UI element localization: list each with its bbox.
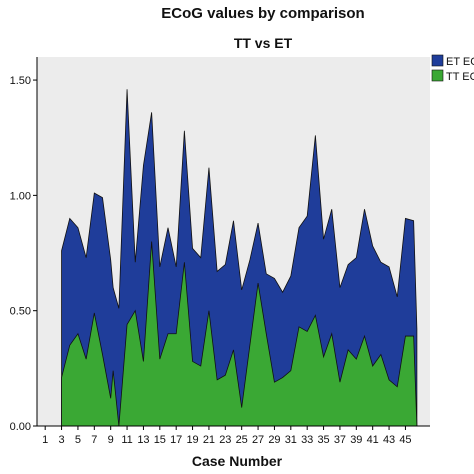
legend-swatch (431, 54, 444, 67)
x-axis-label: Case Number (192, 453, 283, 469)
x-tick-label: 5 (75, 434, 81, 446)
x-tick-label: 43 (383, 434, 395, 446)
x-tick-label: 7 (91, 434, 97, 446)
x-tick-label: 3 (59, 434, 65, 446)
chart-subtitle: TT vs ET (234, 35, 293, 51)
x-tick-label: 27 (252, 434, 264, 446)
x-tick-label: 1 (42, 434, 48, 446)
x-tick-label: 33 (301, 434, 313, 446)
legend: ET ECoG TT ECoG (431, 54, 474, 83)
x-tick-label: 41 (367, 434, 379, 446)
area-tt-ecog (61, 241, 418, 427)
x-tick-label: 15 (154, 434, 166, 446)
x-tick-label: 9 (108, 434, 114, 446)
x-tick-label: 35 (317, 434, 329, 446)
legend-label: TT ECoG (446, 71, 474, 83)
y-tick-label: 0.50 (10, 306, 31, 318)
axes-group (36, 57, 430, 427)
x-tick-label: 21 (203, 434, 215, 446)
x-tick-label: 19 (186, 434, 198, 446)
area-series-group (61, 89, 418, 427)
x-tick-label: 25 (236, 434, 248, 446)
x-tick-label: 13 (137, 434, 149, 446)
x-tick-label: 39 (350, 434, 362, 446)
x-tick-label: 23 (219, 434, 231, 446)
x-tick-label: 11 (121, 434, 132, 446)
x-tick-label: 37 (334, 434, 346, 446)
chart-title: ECoG values by comparison (161, 5, 364, 22)
y-axis-ticks: 0.00 0.50 1.00 1.50 (10, 75, 37, 433)
x-tick-label: 17 (170, 434, 182, 446)
y-tick-label: 1.50 (10, 75, 31, 87)
x-tick-label: 45 (399, 434, 411, 446)
legend-label: ET ECoG (446, 56, 474, 68)
x-tick-label: 31 (285, 434, 297, 446)
x-tick-label: 29 (268, 434, 280, 446)
legend-swatch (431, 69, 444, 82)
y-tick-label: 0.00 (10, 421, 31, 433)
x-axis-ticks: 1 3 5 7 9 11 13 15 17 19 21 23 25 27 29 31 33 35 37 39 41 43 4… (42, 426, 412, 446)
y-tick-label: 1.00 (10, 190, 31, 202)
